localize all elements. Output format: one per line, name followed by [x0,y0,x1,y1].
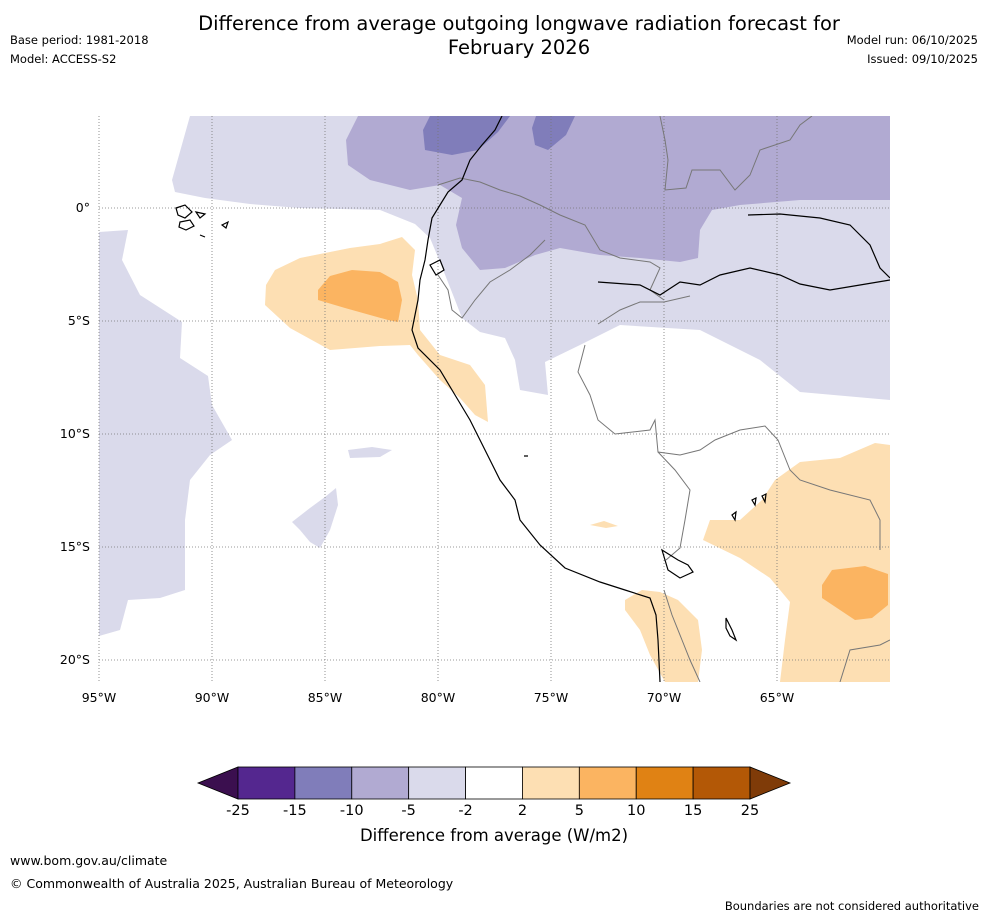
colorbar-ticks: -25 -15 -10 -5 -2 2 5 10 15 25 [226,803,759,819]
colorbar-segment [465,766,523,800]
anomaly-blob-small-2 [348,447,392,458]
colorbar-tick-label: -10 [340,803,364,819]
colorbar-tick-label: 5 [575,803,584,819]
title-line-1: Difference from average outgoing longwav… [198,12,840,35]
lon-label: 90°W [195,690,230,705]
colorbar-tick-label: 2 [518,803,527,819]
lat-label: 10°S [60,426,90,441]
anomaly-blob-small-1 [292,488,338,548]
lon-label: 95°W [82,690,117,705]
colorbar-tick-label: -25 [226,803,250,819]
coastline [175,116,890,682]
anomaly-region-moderate-positive-east [822,566,888,620]
colorbar-tick-label: -2 [458,803,472,819]
anomaly-region-light-positive-east [703,443,890,682]
lat-label: 15°S [60,539,90,554]
lon-label: 80°W [421,690,456,705]
latitude-labels: 0° 5°S 10°S 15°S 20°S [60,200,90,667]
colorbar-tick-label: -15 [283,803,307,819]
anomaly-field [99,116,890,682]
longitude-labels: 95°W 90°W 85°W 80°W 75°W 70°W 65°W [82,690,795,705]
anomaly-region-strong-negative-1 [423,116,510,155]
lat-label: 0° [76,200,90,215]
colorbar-extend-high [749,766,792,800]
issued-date: Issued: 09/10/2025 [867,52,978,66]
colorbar-segment [522,766,580,800]
colorbar-extend-low [196,766,239,800]
anomaly-region-medium-negative [346,116,890,270]
colorbar-tick-label: 15 [684,803,702,819]
gridlines [98,116,890,682]
model-name: Model: ACCESS-S2 [10,52,117,66]
anomaly-region-west-coast [99,230,232,636]
colorbar-segment [408,766,466,800]
colorbar-segment [351,766,410,800]
lon-label: 65°W [760,690,795,705]
anomaly-region-strong-negative-2 [532,116,575,150]
colorbar [196,766,792,800]
model-run-date: Model run: 06/10/2025 [846,33,978,47]
lat-label: 20°S [60,652,90,667]
lon-label: 70°W [647,690,682,705]
lon-label: 85°W [308,690,343,705]
colorbar-segment [237,766,296,800]
colorbar-tick-label: 25 [741,803,759,819]
page-title: Difference from average outgoing longwav… [160,12,878,60]
title-line-2: February 2026 [447,36,591,59]
lat-label: 5°S [68,313,90,328]
anomaly-region-light-positive-south [625,590,702,682]
colorbar-tick-label: 10 [627,803,645,819]
colorbar-segment [294,766,353,800]
base-period: Base period: 1981-2018 [10,33,149,47]
colorbar-segment [578,766,637,800]
colorbar-tick-label: -5 [401,803,415,819]
colorbar-segment [635,766,694,800]
country-boundaries [437,116,890,682]
colorbar-segment [692,766,751,800]
colorbar-label: Difference from average (W/m2) [359,826,629,845]
footer-copyright: © Commonwealth of Australia 2025, Austra… [10,876,454,891]
footer-url: www.bom.gov.au/climate [10,853,168,868]
anomaly-region-light-positive-west [265,237,488,422]
anomaly-blob-positive-small [590,521,618,528]
lon-label: 75°W [534,690,569,705]
footer-note: Boundaries are not considered authoritat… [724,899,979,913]
anomaly-region-moderate-positive-west [318,270,402,322]
